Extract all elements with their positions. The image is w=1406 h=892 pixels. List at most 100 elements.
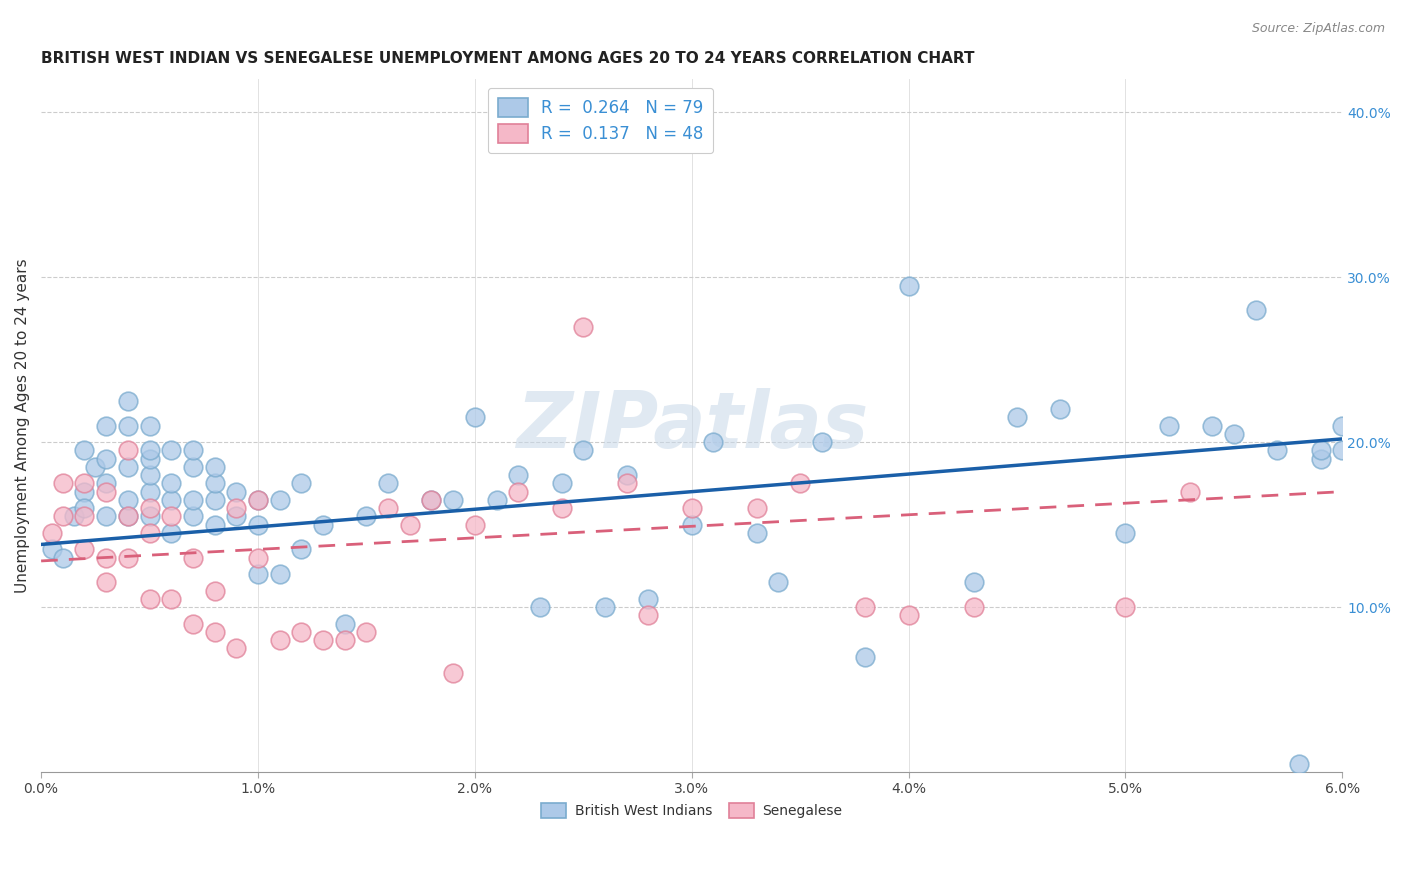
- Point: [138, 468, 160, 483]
- Point: [1223, 426, 1246, 441]
- Point: [73, 542, 96, 557]
- Point: [246, 567, 269, 582]
- Point: [333, 633, 356, 648]
- Point: [204, 492, 226, 507]
- Point: [138, 451, 160, 466]
- Point: [41, 525, 63, 540]
- Point: [41, 542, 63, 557]
- Point: [96, 418, 118, 433]
- Point: [160, 476, 183, 491]
- Point: [96, 476, 118, 491]
- Point: [160, 591, 183, 606]
- Point: [681, 501, 703, 516]
- Point: [593, 600, 616, 615]
- Y-axis label: Unemployment Among Ages 20 to 24 years: Unemployment Among Ages 20 to 24 years: [15, 259, 30, 593]
- Point: [550, 476, 572, 491]
- Point: [138, 484, 160, 499]
- Point: [398, 517, 420, 532]
- Point: [290, 542, 312, 557]
- Point: [377, 476, 399, 491]
- Point: [117, 443, 139, 458]
- Point: [204, 517, 226, 532]
- Point: [160, 443, 183, 458]
- Point: [52, 509, 75, 524]
- Point: [702, 435, 724, 450]
- Point: [225, 641, 247, 656]
- Point: [96, 575, 118, 590]
- Point: [160, 509, 183, 524]
- Point: [312, 633, 335, 648]
- Point: [637, 608, 659, 623]
- Point: [225, 501, 247, 516]
- Point: [420, 492, 443, 507]
- Point: [73, 443, 96, 458]
- Point: [96, 550, 118, 565]
- Point: [441, 492, 464, 507]
- Text: BRITISH WEST INDIAN VS SENEGALESE UNEMPLOYMENT AMONG AGES 20 TO 24 YEARS CORRELA: BRITISH WEST INDIAN VS SENEGALESE UNEMPL…: [41, 51, 974, 66]
- Point: [377, 501, 399, 516]
- Point: [464, 517, 486, 532]
- Point: [246, 550, 269, 565]
- Point: [420, 492, 443, 507]
- Point: [138, 525, 160, 540]
- Point: [117, 509, 139, 524]
- Point: [572, 319, 595, 334]
- Point: [508, 468, 530, 483]
- Point: [160, 492, 183, 507]
- Point: [616, 468, 638, 483]
- Point: [1005, 410, 1028, 425]
- Point: [529, 600, 551, 615]
- Point: [897, 608, 920, 623]
- Point: [356, 509, 378, 524]
- Point: [853, 649, 876, 664]
- Point: [897, 278, 920, 293]
- Point: [508, 484, 530, 499]
- Point: [73, 476, 96, 491]
- Point: [117, 459, 139, 474]
- Point: [312, 517, 335, 532]
- Point: [290, 624, 312, 639]
- Point: [269, 633, 291, 648]
- Point: [160, 525, 183, 540]
- Point: [681, 517, 703, 532]
- Point: [73, 501, 96, 516]
- Point: [1331, 443, 1354, 458]
- Point: [1288, 756, 1310, 771]
- Point: [789, 476, 811, 491]
- Point: [1157, 418, 1180, 433]
- Point: [1244, 303, 1267, 318]
- Point: [117, 394, 139, 409]
- Point: [333, 616, 356, 631]
- Point: [117, 492, 139, 507]
- Point: [181, 459, 204, 474]
- Point: [768, 575, 790, 590]
- Point: [269, 567, 291, 582]
- Point: [246, 492, 269, 507]
- Point: [962, 600, 984, 615]
- Point: [1331, 418, 1354, 433]
- Point: [52, 476, 75, 491]
- Point: [117, 550, 139, 565]
- Text: Source: ZipAtlas.com: Source: ZipAtlas.com: [1251, 22, 1385, 36]
- Point: [550, 501, 572, 516]
- Point: [616, 476, 638, 491]
- Point: [572, 443, 595, 458]
- Point: [204, 624, 226, 639]
- Point: [73, 509, 96, 524]
- Text: ZIPatlas: ZIPatlas: [516, 388, 868, 464]
- Point: [745, 501, 768, 516]
- Point: [246, 517, 269, 532]
- Point: [1180, 484, 1202, 499]
- Point: [62, 509, 84, 524]
- Point: [1309, 451, 1331, 466]
- Point: [1201, 418, 1223, 433]
- Point: [117, 418, 139, 433]
- Legend: British West Indians, Senegalese: British West Indians, Senegalese: [536, 797, 848, 824]
- Point: [637, 591, 659, 606]
- Point: [138, 418, 160, 433]
- Point: [225, 484, 247, 499]
- Point: [1114, 600, 1136, 615]
- Point: [52, 550, 75, 565]
- Point: [204, 583, 226, 598]
- Point: [181, 616, 204, 631]
